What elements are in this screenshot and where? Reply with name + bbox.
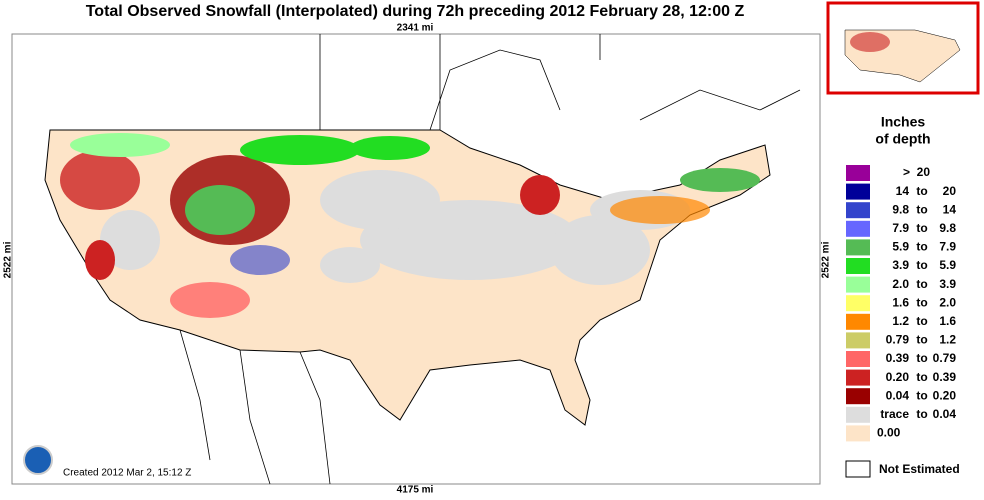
legend-high: 9.8 [939, 221, 956, 235]
legend-high: 0.20 [933, 388, 957, 402]
legend-low: 5.9 [892, 240, 909, 254]
legend-label: 0.00 [877, 426, 901, 440]
legend-high: 7.9 [939, 240, 956, 254]
legend-swatch [846, 202, 870, 219]
legend-connector: to [916, 295, 927, 309]
legend-high: 0.39 [933, 370, 957, 384]
legend-swatch [846, 239, 870, 256]
legend-low: 14 [896, 184, 910, 198]
legend-connector: to [916, 407, 927, 421]
borders [179, 34, 801, 485]
legend-swatch [846, 369, 870, 386]
legend-connector: to [916, 202, 927, 216]
noaa-logo [23, 445, 53, 475]
legend-connector: to [916, 258, 927, 272]
legend-high: 1.2 [939, 333, 956, 347]
legend-label: > 20 [903, 165, 930, 179]
scale-left: 2522 mi [3, 241, 14, 278]
legend-high: 0.04 [933, 407, 957, 421]
legend-low: 0.20 [886, 370, 910, 384]
legend-connector: to [916, 351, 927, 365]
legend-low: 2.0 [892, 277, 909, 291]
legend-connector: to [916, 240, 927, 254]
legend-swatch [846, 220, 870, 237]
legend-title: Inches [881, 114, 926, 130]
legend-low: 0.79 [886, 333, 910, 347]
legend-swatch [845, 460, 871, 478]
legend-swatch [846, 276, 870, 293]
legend-swatch [846, 165, 870, 181]
legend-connector: to [916, 388, 927, 402]
legend-low: 0.04 [886, 388, 910, 402]
legend-low: 1.6 [892, 295, 909, 309]
legend-swatch [846, 313, 870, 330]
legend-not-estimated: Not Estimated [879, 462, 960, 476]
scale-top: 2341 mi [397, 23, 434, 34]
legend-high: 3.9 [939, 277, 956, 291]
legend-swatch [846, 351, 870, 367]
legend-title: of depth [875, 131, 930, 147]
legend-high: 20 [943, 184, 957, 198]
legend-low: 7.9 [892, 221, 909, 235]
legend-low: trace [880, 407, 909, 421]
legend-swatch [846, 425, 870, 442]
legend-low: 9.8 [892, 202, 909, 216]
snow-areas [60, 133, 760, 318]
legend-swatch [846, 388, 870, 405]
legend-swatch [846, 332, 870, 349]
legend-high: 2.0 [939, 295, 956, 309]
legend-low: 0.39 [886, 351, 910, 365]
legend-swatch [846, 258, 870, 274]
legend-connector: to [916, 277, 927, 291]
legend-low: 3.9 [892, 258, 909, 272]
legend-connector: to [916, 314, 927, 328]
title: Total Observed Snowfall (Interpolated) d… [86, 3, 745, 20]
legend-low: 1.2 [892, 314, 909, 328]
map: Created 2012 Mar 2, 15:12 Z [11, 33, 821, 485]
scale-right: 2522 mi [821, 241, 832, 278]
legend-swatch [846, 406, 870, 423]
legend-high: 1.6 [939, 314, 956, 328]
legend-connector: to [916, 333, 927, 347]
legend-high: 14 [943, 202, 957, 216]
inset-map [826, 1, 980, 95]
legend-high: 0.79 [933, 351, 957, 365]
legend-connector: to [916, 370, 927, 384]
legend-connector: to [916, 184, 927, 198]
legend-swatch [846, 295, 870, 312]
legend-connector: to [916, 221, 927, 235]
scale-bottom: 4175 mi [397, 485, 434, 495]
trace-areas [100, 170, 690, 285]
credit: Created 2012 Mar 2, 15:12 Z [63, 468, 191, 479]
legend-high: 5.9 [939, 258, 956, 272]
legend-swatch [846, 183, 870, 200]
